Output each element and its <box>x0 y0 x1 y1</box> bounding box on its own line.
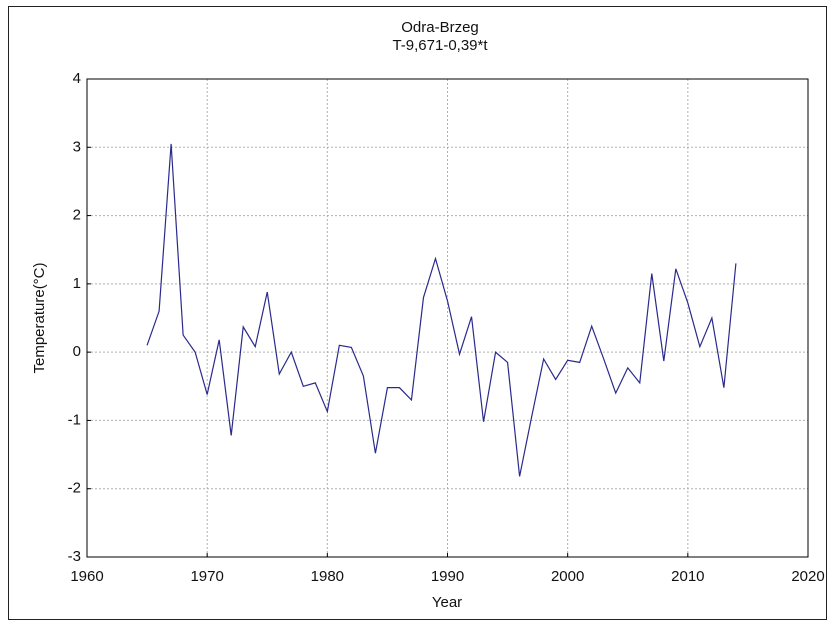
y-axis-label: Temperature(°C) <box>31 262 48 373</box>
y-tick-label: 0 <box>73 343 81 360</box>
y-tick-label: -2 <box>68 480 81 497</box>
x-tick-label: 2000 <box>551 568 584 585</box>
chart-title: Odra-Brzeg <box>401 19 479 36</box>
x-axis-label: Year <box>432 594 462 611</box>
y-tick-label: 2 <box>73 207 81 224</box>
x-tick-label: 1960 <box>70 568 103 585</box>
data-line <box>146 143 737 477</box>
y-tick-label: 4 <box>73 70 81 87</box>
y-tick-label: 3 <box>73 138 81 155</box>
frame <box>8 6 827 620</box>
y-tick-label: -1 <box>68 411 81 428</box>
x-tick-label: 1990 <box>431 568 464 585</box>
x-tick-label: 2010 <box>671 568 704 585</box>
x-tick-label: 2020 <box>791 568 824 585</box>
chart-subtitle: T-9,671-0,39*t <box>392 37 488 54</box>
x-tick-label: 1980 <box>311 568 344 585</box>
x-tick-label: 1970 <box>190 568 223 585</box>
plot-area <box>86 78 809 558</box>
y-tick-label: 1 <box>73 275 81 292</box>
y-tick-label: -3 <box>68 548 81 565</box>
